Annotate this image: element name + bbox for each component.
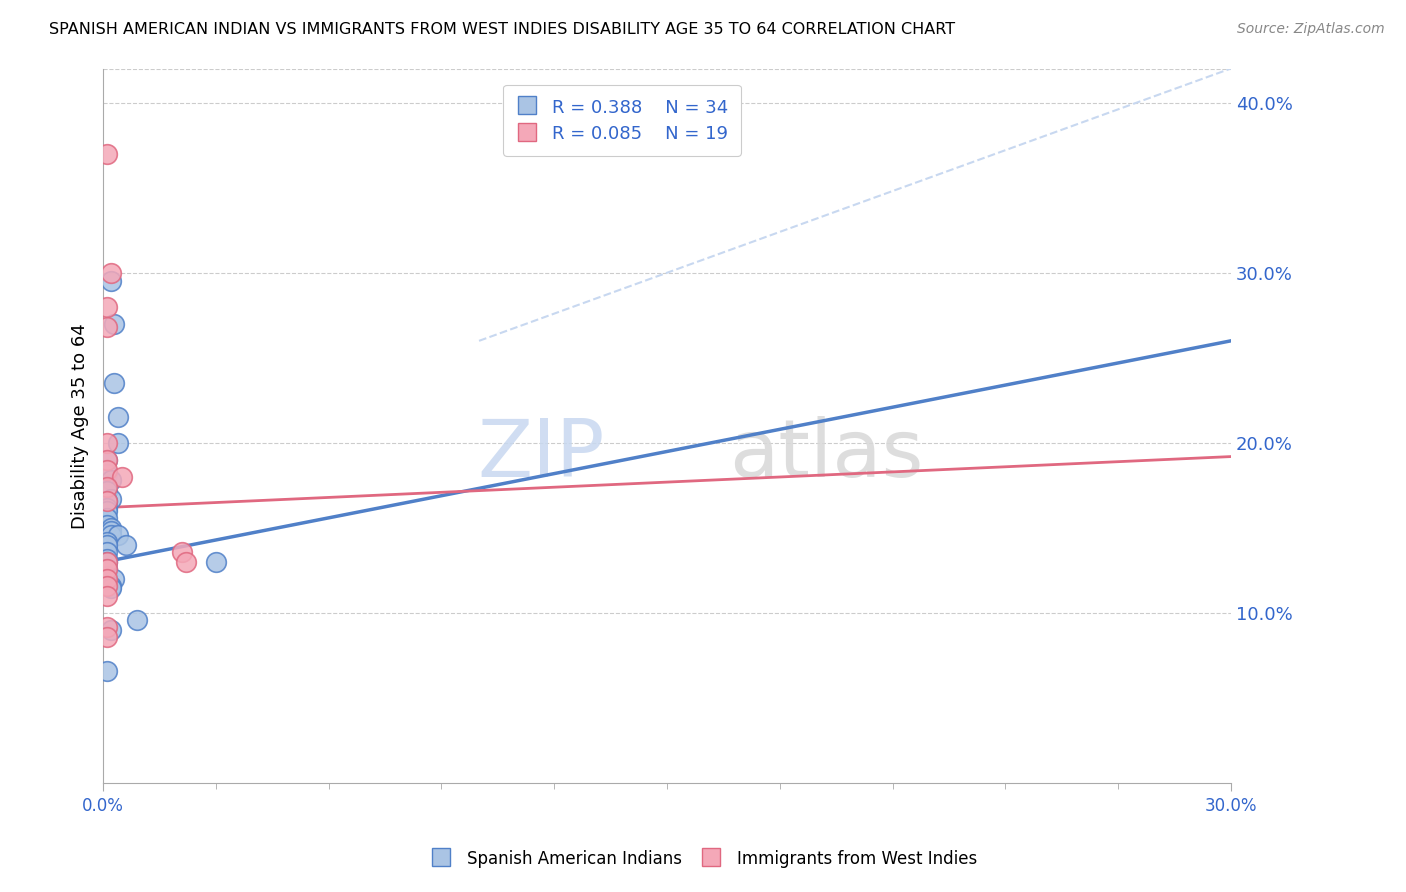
Point xyxy=(96,453,118,467)
Point xyxy=(96,630,118,644)
Point xyxy=(96,568,118,582)
Point xyxy=(100,521,122,535)
Point xyxy=(96,572,118,586)
Point xyxy=(96,300,118,314)
Point xyxy=(96,562,118,576)
Point xyxy=(100,581,122,595)
Point xyxy=(100,266,122,280)
Legend: R = 0.388    N = 34, R = 0.085    N = 19: R = 0.388 N = 34, R = 0.085 N = 19 xyxy=(503,85,741,156)
Text: SPANISH AMERICAN INDIAN VS IMMIGRANTS FROM WEST INDIES DISABILITY AGE 35 TO 64 C: SPANISH AMERICAN INDIAN VS IMMIGRANTS FR… xyxy=(49,22,955,37)
Point xyxy=(100,528,122,542)
Point xyxy=(96,467,118,481)
Point xyxy=(96,664,118,678)
Point xyxy=(107,528,129,542)
Point xyxy=(96,589,118,603)
Point xyxy=(107,436,129,450)
Point xyxy=(100,274,122,288)
Point xyxy=(96,493,118,508)
Point xyxy=(103,317,125,331)
Point xyxy=(96,320,118,334)
Point xyxy=(96,551,118,566)
Point xyxy=(100,524,122,539)
Legend: Spanish American Indians, Immigrants from West Indies: Spanish American Indians, Immigrants fro… xyxy=(422,843,984,875)
Point xyxy=(96,534,118,549)
Point xyxy=(96,480,118,494)
Point xyxy=(96,493,118,508)
Point xyxy=(205,555,228,569)
Point xyxy=(170,545,193,559)
Point xyxy=(100,492,122,507)
Point xyxy=(96,511,118,525)
Point xyxy=(103,572,125,586)
Point xyxy=(96,579,118,593)
Point xyxy=(96,517,118,532)
Point xyxy=(96,545,118,559)
Point xyxy=(96,555,118,569)
Text: Source: ZipAtlas.com: Source: ZipAtlas.com xyxy=(1237,22,1385,37)
Point xyxy=(96,483,118,498)
Point xyxy=(100,623,122,637)
Point xyxy=(96,436,118,450)
Point xyxy=(114,538,136,552)
Point xyxy=(96,562,118,576)
Point xyxy=(96,620,118,634)
Point xyxy=(174,555,197,569)
Point xyxy=(96,555,118,569)
Point xyxy=(100,579,122,593)
Point xyxy=(96,504,118,518)
Text: atlas: atlas xyxy=(728,416,924,493)
Point xyxy=(96,453,118,467)
Y-axis label: Disability Age 35 to 64: Disability Age 35 to 64 xyxy=(72,323,89,529)
Point xyxy=(125,613,148,627)
Point xyxy=(111,470,134,484)
Point xyxy=(96,538,118,552)
Point xyxy=(100,474,122,488)
Point xyxy=(107,410,129,425)
Point xyxy=(103,376,125,391)
Point xyxy=(96,500,118,515)
Point xyxy=(96,146,118,161)
Point xyxy=(96,463,118,477)
Text: ZIP: ZIP xyxy=(478,416,605,493)
